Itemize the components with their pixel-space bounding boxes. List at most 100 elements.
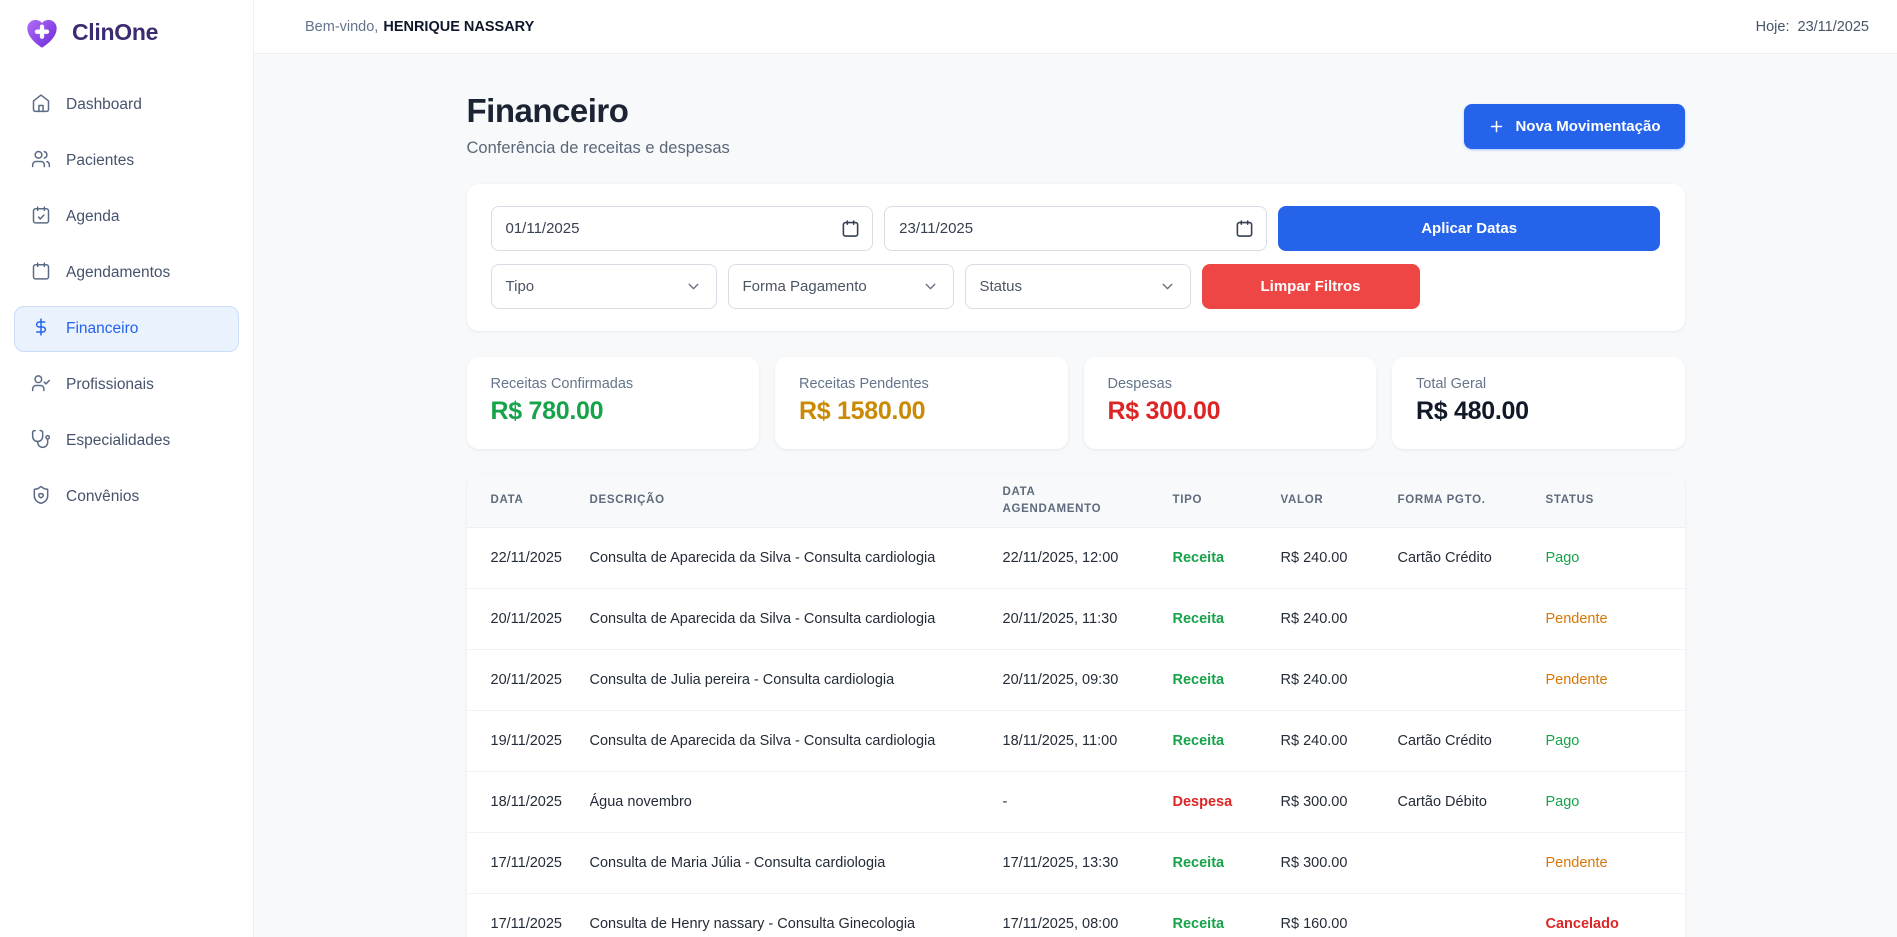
main-area: Bem-vindo, HENRIQUE NASSARY Hoje: 23/11/2… [254,0,1897,937]
summary-card-receitas-confirmadas: Receitas Confirmadas R$ 780.00 [466,357,759,449]
cell-payment-method [1397,832,1546,894]
welcome-prefix: Bem-vindo, [305,18,379,35]
cell-date: 22/11/2025 [466,527,590,589]
cell-schedule-date: - [1002,771,1173,833]
table-row: 18/11/2025 Água novembro - Despesa R$ 300.00… [466,771,1685,833]
table-row: 17/11/2025 Consulta de Henry nassary - Co… [466,893,1685,937]
cell-description: Consulta de Aparecida da Silva - Consult… [589,588,1003,650]
cell-status: Pendente [1545,832,1685,894]
cell-schedule-date: 22/11/2025, 12:00 [1002,527,1173,589]
user-check-icon [31,373,51,398]
date-to-field [884,206,1267,251]
cell-payment-method: Cartão Crédito [1397,710,1546,772]
today-value: 23/11/2025 [1797,18,1870,35]
shield-heart-icon [31,485,51,510]
table-row: 20/11/2025 Consulta de Aparecida da Silva… [466,588,1685,650]
content-area: Financeiro Conferência de receitas e des… [254,54,1897,937]
plus-icon [1488,118,1505,135]
today-label: Hoje: [1755,18,1790,35]
sidebar-item-dashboard[interactable]: Dashboard [14,82,239,128]
summary-card-value: R$ 300.00 [1107,397,1221,425]
sidebar-item-profissionais[interactable]: Profissionais [14,362,239,408]
chevron-down-icon [922,278,939,295]
cell-type: Receita [1172,710,1281,772]
cell-schedule-date: 18/11/2025, 11:00 [1002,710,1173,772]
cell-date: 20/11/2025 [466,588,590,650]
cell-date: 17/11/2025 [466,832,590,894]
sidebar-item-agenda[interactable]: Agenda [14,194,239,240]
cell-type: Receita [1172,527,1281,589]
cell-date: 18/11/2025 [466,771,590,833]
today-date: Hoje: 23/11/2025 [1756,19,1869,35]
table-row: 22/11/2025 Consulta de Aparecida da Silva… [466,527,1685,589]
home-icon [31,93,51,118]
sidebar-item-especialidades[interactable]: Especialidades [14,418,239,464]
cell-status: Pendente [1545,588,1685,650]
cell-schedule-date: 17/11/2025, 08:00 [1002,893,1173,937]
clear-filters-button[interactable]: Limpar Filtros [1201,264,1420,309]
filter-select-forma-pagamento[interactable]: Forma Pagamento [727,264,954,309]
column-header-forma-pgto: FORMA PGTO. [1397,475,1546,528]
cell-status: Pendente [1545,649,1685,711]
date-from-field [490,206,874,251]
sidebar-nav: Dashboard Pacientes Agenda Agendamentos … [0,64,253,538]
cell-value: R$ 240.00 [1280,649,1398,711]
filter-select-status[interactable]: Status [964,264,1191,309]
cell-date: 19/11/2025 [466,710,590,772]
cell-description: Consulta de Henry nassary - Consulta Gin… [589,893,1003,937]
column-header-data: DATA [466,475,590,528]
sidebar-item-convenios[interactable]: Convênios [14,474,239,520]
column-header-valor: VALOR [1280,475,1398,528]
cell-type: Despesa [1172,771,1281,833]
sidebar-item-pacientes[interactable]: Pacientes [14,138,239,184]
summary-card-value: R$ 480.00 [1416,397,1529,425]
cell-description: Água novembro [589,771,1003,833]
cell-schedule-date: 20/11/2025, 11:30 [1002,588,1173,650]
apply-dates-button[interactable]: Aplicar Datas [1277,206,1661,251]
date-to-input[interactable] [884,206,1267,251]
summary-card-label: Despesas [1107,376,1172,392]
table-row: 17/11/2025 Consulta de Maria Júlia - Cons… [466,832,1685,894]
column-header-status: STATUS [1545,475,1685,528]
cell-value: R$ 240.00 [1280,710,1398,772]
date-from-input[interactable] [490,206,874,251]
filter-select-tipo[interactable]: Tipo [490,264,717,309]
summary-card-total-geral: Total Geral R$ 480.00 [1392,357,1685,449]
cell-value: R$ 160.00 [1280,893,1398,937]
user-name: HENRIQUE NASSARY [383,18,535,35]
cell-value: R$ 240.00 [1280,588,1398,650]
page-subtitle: Conferência de receitas e despesas [466,139,730,157]
cell-status: Pago [1545,710,1685,772]
summary-card-receitas-pendentes: Receitas Pendentes R$ 1580.00 [775,357,1068,449]
topbar: Bem-vindo, HENRIQUE NASSARY Hoje: 23/11/2… [254,0,1897,54]
sidebar-item-financeiro[interactable]: Financeiro [14,306,239,352]
cell-status: Pago [1545,527,1685,589]
summary-card-label: Total Geral [1416,376,1487,392]
welcome-text: Bem-vindo, HENRIQUE NASSARY [305,19,534,35]
new-movement-button[interactable]: Nova Movimentação [1464,104,1685,149]
heart-cross-icon [22,12,62,52]
cell-type: Receita [1172,893,1281,937]
cell-type: Receita [1172,649,1281,711]
stethoscope-icon [31,429,51,454]
cell-payment-method [1397,588,1546,650]
calendar-check-icon [31,205,51,230]
summary-card-value: R$ 1580.00 [799,397,926,425]
summary-card-label: Receitas Pendentes [799,376,929,392]
sidebar-item-agendamentos[interactable]: Agendamentos [14,250,239,296]
chevron-down-icon [1159,278,1176,295]
filters-card: Aplicar Datas Tipo Forma Pagamento Statu… [466,184,1685,331]
summary-cards: Receitas Confirmadas R$ 780.00 Receitas … [466,357,1685,449]
cell-description: Consulta de Aparecida da Silva - Consult… [589,527,1003,589]
cell-payment-method: Cartão Débito [1397,771,1546,833]
table-body: 22/11/2025 Consulta de Aparecida da Silva… [466,527,1685,937]
cell-value: R$ 300.00 [1280,771,1398,833]
table-row: 20/11/2025 Consulta de Julia pereira - Co… [466,649,1685,711]
page-header: Financeiro Conferência de receitas e des… [467,92,1685,158]
summary-card-label: Receitas Confirmadas [490,376,634,392]
cell-description: Consulta de Maria Júlia - Consulta cardi… [589,832,1003,894]
brand-name: ClinOne [72,18,159,45]
summary-card-value: R$ 780.00 [490,397,604,425]
cell-value: R$ 300.00 [1280,832,1398,894]
